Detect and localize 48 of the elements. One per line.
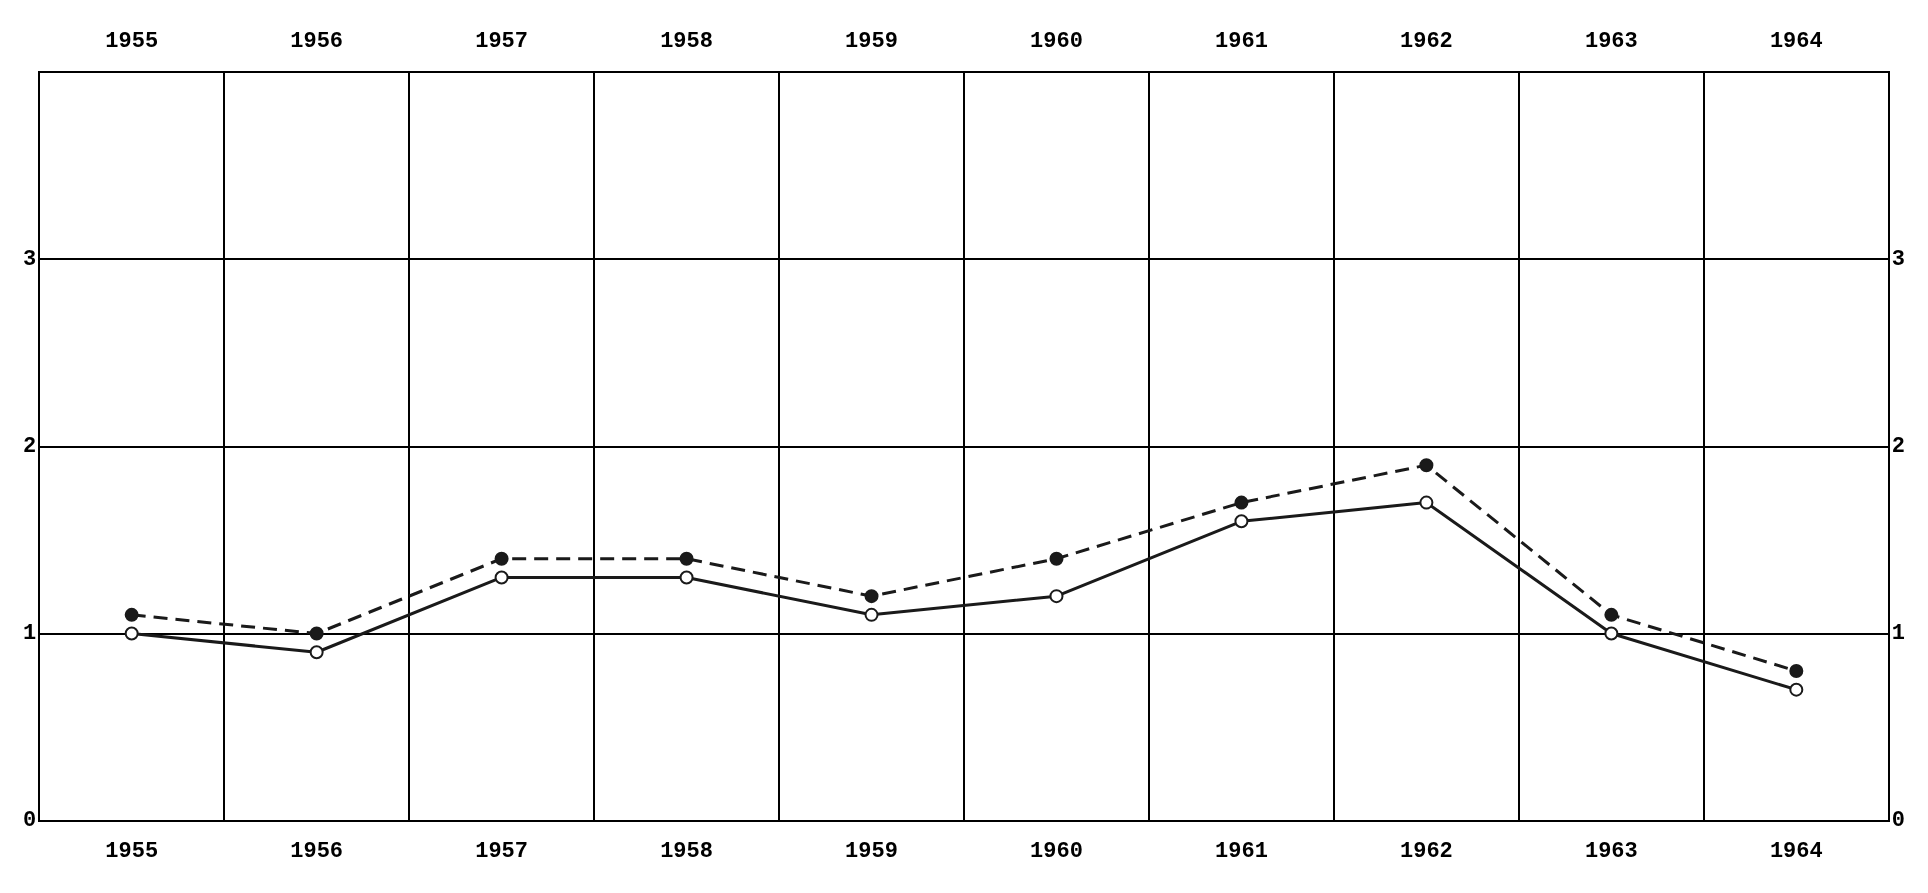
point	[1604, 626, 1619, 641]
point	[1234, 495, 1249, 510]
x-tick-label: 1958	[660, 839, 713, 865]
y-tick-label: 2	[23, 434, 37, 460]
x-tick-label: 1960	[1030, 839, 1083, 865]
point	[1234, 514, 1249, 529]
point	[1419, 458, 1434, 473]
point	[864, 607, 879, 622]
x-tick-label: 1963	[1584, 839, 1638, 865]
category-label: 1956	[290, 28, 344, 54]
y-tick-label: 1	[23, 621, 37, 647]
category-label: 1960	[1030, 28, 1083, 54]
category-label: 1962	[1399, 28, 1453, 54]
category-label: 1963	[1584, 28, 1638, 54]
x-tick-label: 1961	[1215, 839, 1268, 865]
y-tick-label: 0	[23, 808, 37, 834]
y2-tick-label: 0	[1891, 808, 1905, 834]
point	[1789, 663, 1804, 678]
category-label: 1961	[1215, 28, 1268, 54]
category-label: 1959	[845, 28, 898, 54]
x-tick-label: 1959	[845, 839, 898, 865]
point	[124, 626, 139, 641]
x-tick-label: 1956	[290, 839, 344, 865]
point	[1049, 589, 1064, 604]
y2-tick-label: 3	[1891, 247, 1905, 272]
point	[494, 551, 509, 566]
category-label: 1955	[105, 28, 159, 54]
point	[679, 551, 694, 566]
category-label: 1958	[660, 28, 713, 54]
category-label: 1964	[1769, 28, 1823, 54]
y-tick-label: 3	[23, 247, 37, 272]
point	[1604, 607, 1619, 622]
x-tick-label: 1957	[475, 839, 529, 865]
point	[309, 626, 324, 641]
point	[494, 570, 509, 585]
category-label: 1957	[475, 28, 529, 54]
point	[1789, 682, 1804, 697]
point	[124, 607, 139, 622]
point	[679, 570, 694, 585]
y2-tick-label: 2	[1891, 434, 1905, 460]
point	[1419, 495, 1434, 510]
x-tick-label: 1964	[1769, 839, 1823, 865]
x-tick-label: 1955	[105, 839, 159, 865]
y2-tick-label: 1	[1891, 621, 1905, 647]
point	[864, 589, 879, 604]
point	[1049, 551, 1064, 566]
point	[309, 645, 324, 660]
x-tick-label: 1962	[1399, 839, 1453, 865]
